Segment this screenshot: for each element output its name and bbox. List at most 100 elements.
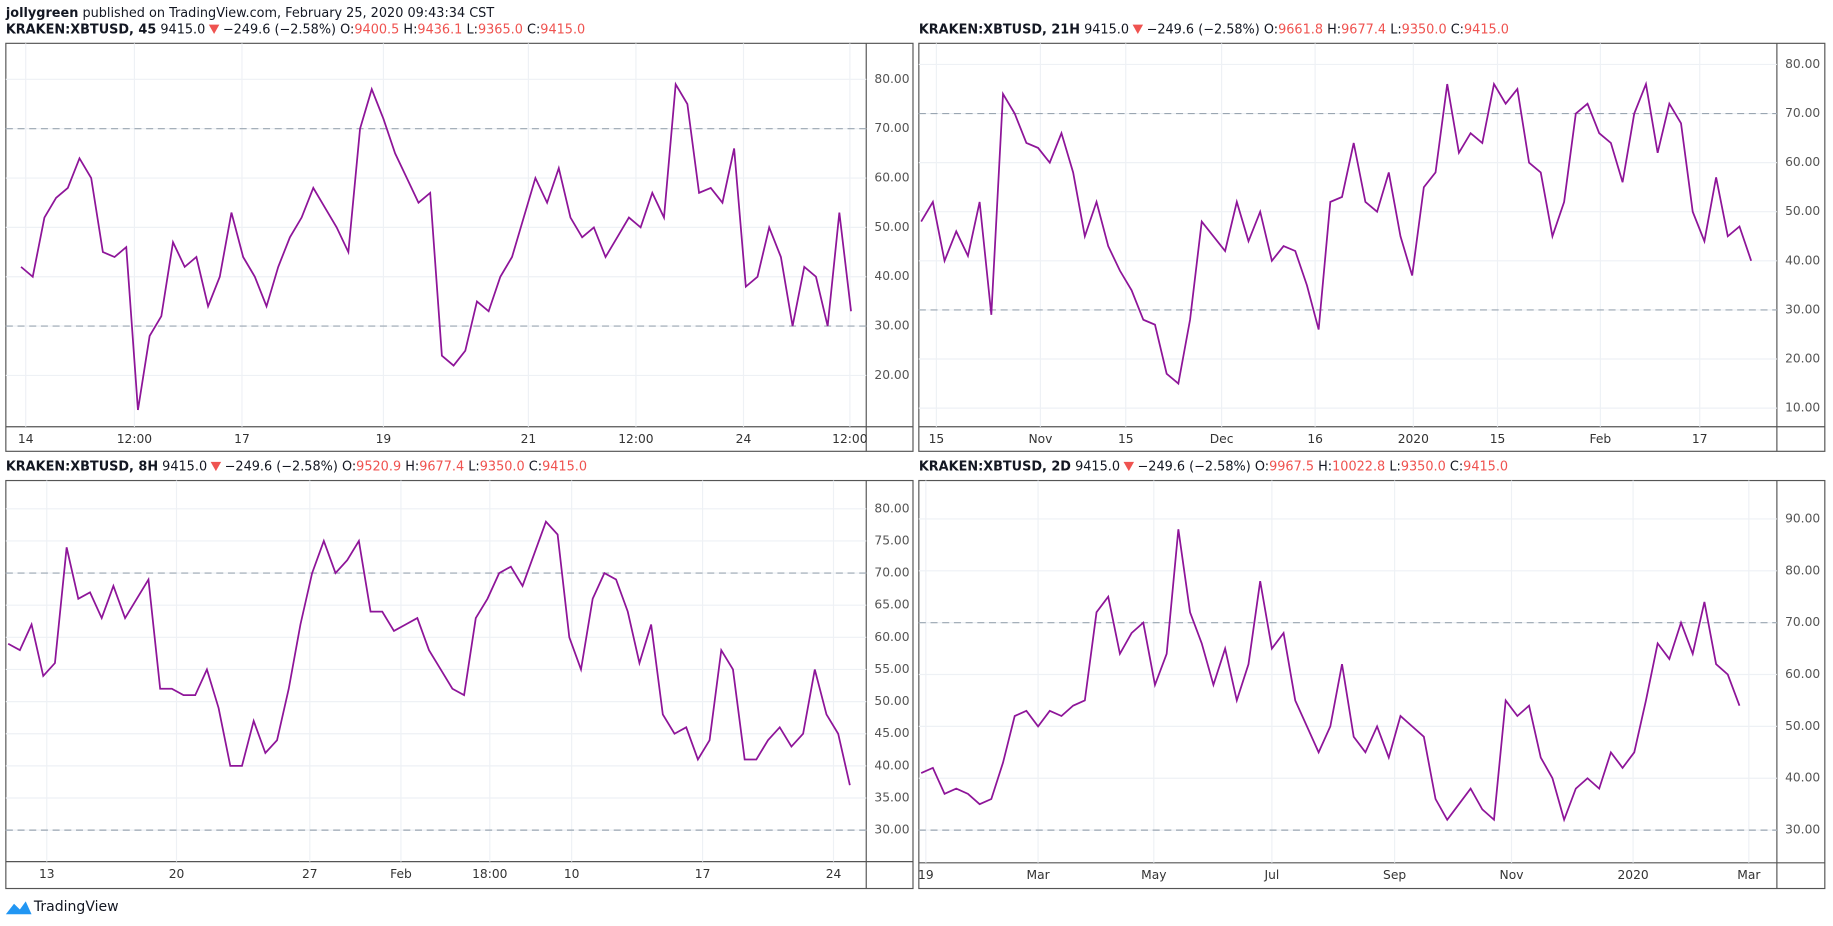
rsi-line [7, 520, 851, 786]
x-tick-label: 12:00 [618, 432, 653, 446]
ohlc-value: 9350.0 [1401, 459, 1446, 474]
ohlc-label: C: [1451, 22, 1464, 37]
change: −249.6 (−2.58%) [225, 459, 338, 474]
panel [918, 479, 1826, 890]
legend-text: KRAKEN:XBTUSD, 8H 9415.0 [6, 459, 207, 474]
change: −249.6 (−2.58%) [1138, 459, 1251, 474]
legend-text: −249.6 (−2.58%) O:9967.5 H:10022.8 L:935… [1138, 459, 1509, 474]
ohlc-value: 10022.8 [1332, 459, 1385, 474]
ohlc-label: L: [466, 22, 477, 37]
ohlc-value: 9967.5 [1269, 459, 1314, 474]
x-tick-label: 15 [1490, 432, 1506, 446]
ohlc-value: 9661.8 [1278, 22, 1323, 37]
y-tick-label: 45.00 [874, 726, 909, 740]
x-tick-label: 17 [234, 432, 250, 446]
y-tick-label: 90.00 [1785, 511, 1820, 525]
y-tick-label: 60.00 [1785, 155, 1820, 169]
ohlc-label: H: [403, 22, 417, 37]
panel [918, 42, 1826, 452]
price: 9415.0 [160, 22, 205, 37]
ohlc-label: O: [1264, 22, 1278, 37]
x-tick-label: Dec [1210, 432, 1234, 446]
y-tick-label: 20.00 [1785, 352, 1820, 366]
x-tick-label: 21 [521, 432, 537, 446]
legend-text: KRAKEN:XBTUSD, 45 9415.0 [6, 22, 205, 37]
y-tick-label: 50.00 [1785, 204, 1820, 218]
ohlc-value: 9350.0 [1402, 22, 1447, 37]
down-arrow [1123, 461, 1135, 472]
change: −249.6 (−2.58%) [223, 22, 336, 37]
y-tick-label: 60.00 [874, 171, 909, 185]
ohlc-value: 9350.0 [480, 459, 525, 474]
panel [5, 479, 914, 890]
x-tick-label: 2020 [1617, 868, 1648, 882]
x-tick-label: Mar [1026, 868, 1050, 882]
ohlc-label: O: [1255, 459, 1269, 474]
x-tick-label: 17 [1692, 432, 1708, 446]
y-tick-label: 30.00 [1785, 823, 1820, 837]
ohlc-label: C: [527, 22, 540, 37]
y-tick-label: 75.00 [874, 533, 909, 547]
y-tick-label: 10.00 [1785, 401, 1820, 415]
brand: TradingView [33, 899, 119, 915]
logo [5, 901, 32, 915]
legend-text: −249.6 (−2.58%) O:9400.5 H:9436.1 L:9365… [223, 22, 585, 37]
x-tick-label: Mar [1737, 868, 1761, 882]
author: jollygreen [5, 5, 79, 20]
ohlc-label: C: [529, 459, 542, 474]
y-tick-label: 30.00 [874, 319, 909, 333]
rsi-line [920, 529, 1741, 823]
y-tick-label: 50.00 [874, 220, 909, 234]
ohlc-label: H: [1318, 459, 1332, 474]
x-tick-label: Sep [1383, 868, 1406, 882]
x-tick-label: 24 [736, 432, 752, 446]
x-tick-label: 19 [376, 432, 392, 446]
x-tick-label: 2020 [1398, 432, 1429, 446]
price: 9415.0 [1084, 22, 1129, 37]
ohlc-label: C: [1450, 459, 1463, 474]
x-tick-label: 15 [1118, 432, 1134, 446]
y-tick-label: 40.00 [874, 269, 909, 283]
y-tick-label: 55.00 [874, 662, 909, 676]
ohlc-value: 9520.9 [356, 459, 401, 474]
y-tick-label: 35.00 [874, 791, 909, 805]
symbol: KRAKEN:XBTUSD, 21H [919, 22, 1080, 37]
price: 9415.0 [1075, 459, 1120, 474]
symbol: KRAKEN:XBTUSD, 8H [6, 459, 158, 474]
y-tick-label: 20.00 [874, 368, 909, 382]
ohlc-value: 9400.5 [354, 22, 399, 37]
ohlc-label: L: [1389, 459, 1400, 474]
y-tick-label: 80.00 [874, 72, 909, 86]
ohlc-label: O: [342, 459, 356, 474]
ohlc-value: 9677.4 [1341, 22, 1386, 37]
y-tick-label: 60.00 [1785, 667, 1820, 681]
x-tick-label: May [1141, 868, 1166, 882]
down-arrow [210, 461, 222, 472]
x-tick-label: 18:00 [472, 867, 507, 881]
y-tick-label: 80.00 [1785, 563, 1820, 577]
y-tick-label: 80.00 [1785, 57, 1820, 71]
x-tick-label: Jul [1263, 868, 1279, 882]
y-tick-label: 70.00 [874, 121, 909, 135]
y-tick-label: 30.00 [1785, 302, 1820, 316]
panel [5, 42, 914, 452]
x-tick-label: Feb [1590, 432, 1612, 446]
x-tick-label: 13 [39, 867, 55, 881]
y-tick-label: 65.00 [874, 598, 909, 612]
y-tick-label: 40.00 [874, 758, 909, 772]
down-arrow [208, 24, 220, 34]
y-tick-label: 30.00 [874, 823, 909, 837]
x-tick-label: Nov [1500, 868, 1524, 882]
ohlc-value: 9415.0 [540, 22, 585, 37]
symbol: KRAKEN:XBTUSD, 2D [919, 459, 1071, 474]
ohlc-value: 9365.0 [478, 22, 523, 37]
legend-text: KRAKEN:XBTUSD, 2D 9415.0 [919, 459, 1120, 474]
x-tick-label: 17 [695, 867, 711, 881]
x-tick-label: 27 [302, 867, 318, 881]
header-line: jollygreen published on TradingView.com,… [5, 5, 494, 20]
ohlc-value: 9415.0 [1463, 459, 1508, 474]
y-tick-label: 80.00 [874, 501, 909, 515]
rsi-line [920, 80, 1752, 386]
symbol: KRAKEN:XBTUSD, 45 [6, 22, 156, 37]
